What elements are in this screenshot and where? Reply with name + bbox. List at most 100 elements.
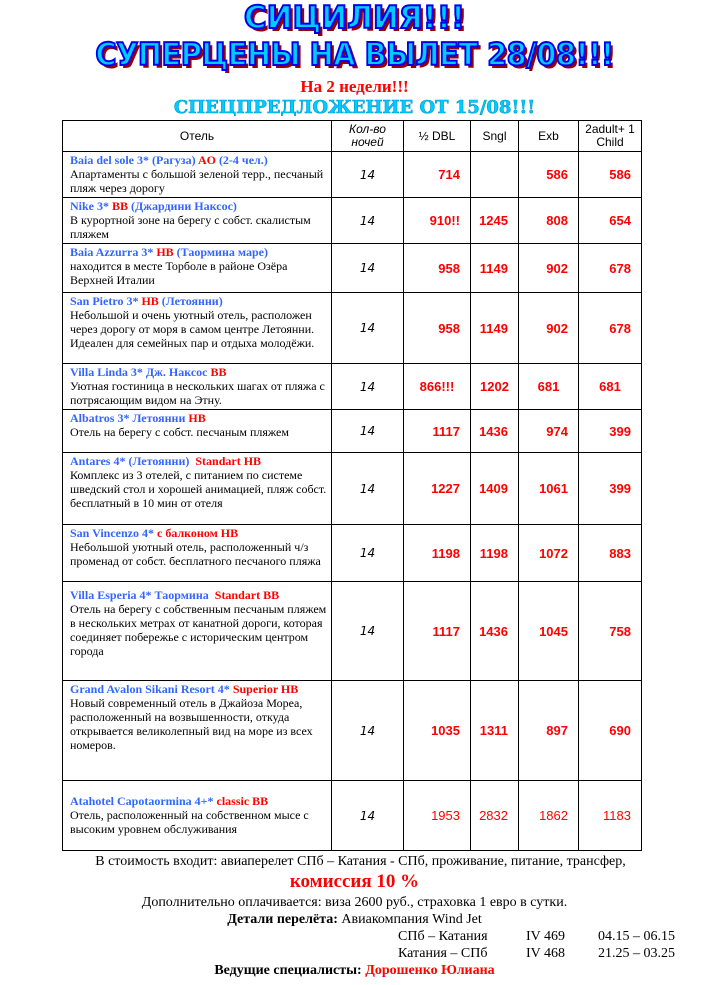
hotel-name-part: Atahotel Capotaormina 4+* (70, 794, 217, 808)
hotel-description: Небольшой уютный отель, расположенный ч/… (70, 540, 321, 568)
price-exb: 586 (518, 151, 579, 198)
hotel-cell: Albatros 3* Летоянни HB Отель на берегу с… (62, 409, 332, 453)
hotel-name-part: Antares 4* (Летоянни) (70, 454, 196, 468)
price-child: 883 (578, 524, 642, 582)
flight-number-1: IV 469 (526, 929, 566, 944)
price-sngl: 1149 (470, 292, 519, 364)
price-sngl (470, 151, 519, 198)
table-row: Atahotel Capotaormina 4+* classic BB Отел… (62, 780, 642, 851)
hotel-name-part: Albatros 3* Летоянни (70, 411, 189, 425)
nights-cell: 14 (331, 151, 404, 198)
hotel-name: Albatros 3* Летоянни HB (70, 411, 327, 425)
price-child: 681 (578, 363, 642, 410)
table-row: Antares 4* (Летоянни) Standart HB Комплек… (62, 452, 642, 525)
hotel-name-part: (Летоянни) (158, 294, 223, 308)
price-dbl: 958 (403, 292, 471, 364)
price-child: 678 (578, 243, 642, 293)
price-exb: 902 (518, 243, 579, 293)
price-sngl: 1436 (470, 581, 519, 681)
hotel-name: Antares 4* (Летоянни) Standart HB (70, 454, 327, 468)
col-hotel: Отель (62, 120, 332, 152)
nights-cell: 14 (331, 409, 404, 453)
price-dbl: 910!! (403, 197, 471, 244)
price-exb: 1862 (518, 780, 579, 851)
price-sngl: 1436 (470, 409, 519, 453)
table-row: Grand Avalon Sikani Resort 4* Superior H… (62, 680, 642, 781)
price-table: Отель Кол-во ночей ½ DBL Sngl Exb 2adult… (62, 120, 642, 851)
price-exb: 897 (518, 680, 579, 781)
hotel-name: Villa Esperia 4* Таормина Standart BB (70, 588, 327, 602)
specialists: Ведущие специалисты: Дорошенко Юлиана (0, 962, 709, 979)
included-text: В стоимость входит: авиаперелет СПб – Ка… (95, 854, 626, 869)
col-exb: Exb (518, 120, 579, 152)
flight-details: Детали перелёта: Авиакомпания Wind Jet (0, 911, 709, 928)
hotel-name-part: classic BB (216, 794, 269, 808)
nights-cell: 14 (331, 292, 404, 364)
hotel-name-part: Standart BB (214, 588, 280, 602)
hotel-name: Grand Avalon Sikani Resort 4* Superior H… (70, 682, 327, 696)
hotel-name-part: HB (141, 294, 159, 308)
title-line2: СУПЕРЦЕНЫ НА ВЫЛЕТ 28/08!!! (94, 36, 614, 74)
nights-cell: 14 (331, 197, 404, 244)
price-sngl: 2832 (470, 780, 519, 851)
hotel-name-part: (2-4 чел.) (215, 153, 268, 167)
specialists-value: Дорошенко Юлиана (361, 963, 495, 978)
price-exb: 808 (518, 197, 579, 244)
price-child: 399 (578, 452, 642, 525)
price-child: 1183 (578, 780, 642, 851)
hotel-name-part: Standart HB (195, 454, 262, 468)
extra-cost-text: Дополнительно оплачивается: виза 2600 ру… (141, 895, 568, 910)
flight-row: СПб – Катания IV 469 04.15 – 06.15 (398, 928, 703, 945)
hotel-cell: San Vincenzo 4* с балконом HB Небольшой у… (62, 524, 332, 582)
nights-cell: 14 (331, 243, 404, 293)
table-row: Albatros 3* Летоянни HB Отель на берегу с… (62, 409, 642, 453)
hotel-name-part: San Pietro 3* (70, 294, 142, 308)
nights-cell: 14 (331, 680, 404, 781)
flight-time-2: 21.25 – 03.25 (598, 946, 675, 961)
hotel-description: Отель, расположенный на собственном мысе… (70, 808, 309, 836)
table-row: San Pietro 3* HB (Летоянни) Небольшой и о… (62, 292, 642, 364)
hotel-description: Отель на берегу с собст. песчаным пляжем (70, 425, 289, 439)
nights-cell: 14 (331, 524, 404, 582)
nights-cell: 14 (331, 452, 404, 525)
price-child: 399 (578, 409, 642, 453)
hotel-name: Atahotel Capotaormina 4+* classic BB (70, 794, 327, 808)
col-nights: Кол-во ночей (331, 120, 404, 152)
hotel-name-part: Superior HB (232, 682, 299, 696)
hotel-name-part: (Таормина маре) (173, 245, 268, 259)
price-child: 586 (578, 151, 642, 198)
hotel-description: Отель на берегу с собственным песчаным п… (70, 602, 327, 658)
commission-text: комиссия 10 % (289, 871, 420, 892)
price-child: 654 (578, 197, 642, 244)
hotel-name-part: BB (210, 365, 227, 379)
hotel-name-part: HB (188, 411, 206, 425)
price-dbl: 1117 (403, 409, 471, 453)
price-dbl: 1198 (403, 524, 471, 582)
col-sngl: Sngl (470, 120, 519, 152)
price-exb: 902 (518, 292, 579, 364)
price-exb: 1045 (518, 581, 579, 681)
hotel-name-part: BB (112, 199, 129, 213)
price-sngl: 1149 (470, 243, 519, 293)
table-header: Отель Кол-во ночей ½ DBL Sngl Exb 2adult… (62, 120, 642, 152)
table-row: Villa Linda 3* Дж. Наксос BB Уютная гости… (62, 363, 642, 410)
table-row: Nike 3* BB (Джардини Наксос) В курортной … (62, 197, 642, 244)
price-sngl: 1202 (470, 363, 519, 410)
flight-number-2: IV 468 (526, 946, 566, 961)
nights-cell: 14 (331, 363, 404, 410)
hotel-name-part: San Vincenzo 4* (70, 526, 158, 540)
hotel-name-part: HB (156, 245, 174, 259)
hotel-name: Villa Linda 3* Дж. Наксос BB (70, 365, 327, 379)
hotel-cell: Villa Linda 3* Дж. Наксос BB Уютная гости… (62, 363, 332, 410)
hotel-cell: Grand Avalon Sikani Resort 4* Superior H… (62, 680, 332, 781)
price-dbl: 958 (403, 243, 471, 293)
hotel-name: San Pietro 3* HB (Летоянни) (70, 294, 327, 308)
hotel-name-part: с балконом HB (157, 526, 239, 540)
flight-value: Авиакомпания Wind Jet (337, 912, 482, 927)
price-sngl: 1311 (470, 680, 519, 781)
hotel-description: Апартаменты с большой зеленой терр., пес… (70, 167, 324, 195)
price-exb: 1061 (518, 452, 579, 525)
hotel-name-part: Villa Esperia 4* Таормина (70, 588, 215, 602)
nights-cell: 14 (331, 581, 404, 681)
